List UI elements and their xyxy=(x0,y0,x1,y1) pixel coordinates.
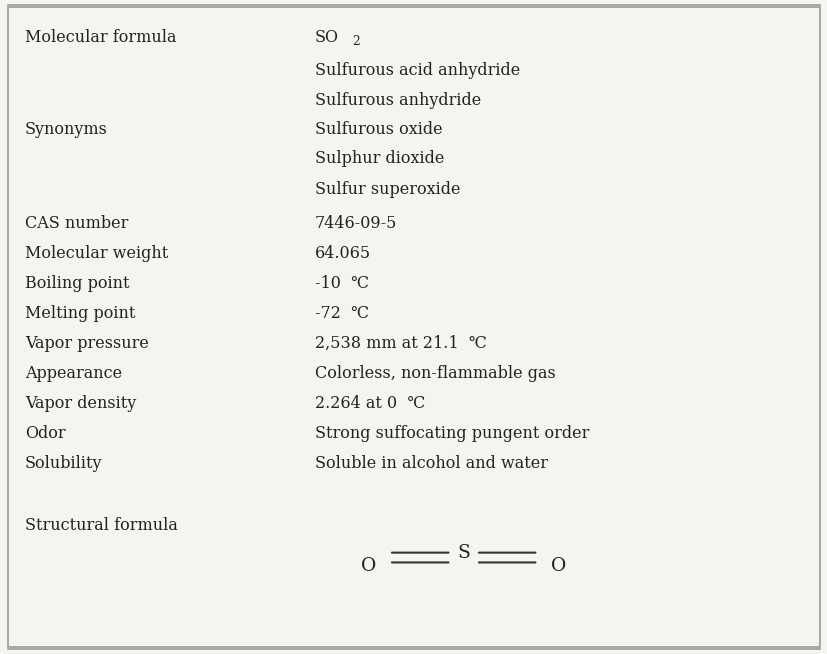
Text: SO: SO xyxy=(314,29,338,46)
Text: 2.264 at 0  ℃: 2.264 at 0 ℃ xyxy=(314,395,424,412)
Text: Soluble in alcohol and water: Soluble in alcohol and water xyxy=(314,455,547,472)
Text: CAS number: CAS number xyxy=(25,215,128,232)
Text: Appearance: Appearance xyxy=(25,365,122,382)
Text: Solubility: Solubility xyxy=(25,455,103,472)
Text: Colorless, non-flammable gas: Colorless, non-flammable gas xyxy=(314,365,555,382)
Text: S: S xyxy=(457,543,470,562)
Text: Boiling point: Boiling point xyxy=(25,275,129,292)
FancyBboxPatch shape xyxy=(8,7,819,647)
Text: Sulfurous acid anhydride: Sulfurous acid anhydride xyxy=(314,62,519,79)
Text: Sulfur superoxide: Sulfur superoxide xyxy=(314,181,460,198)
Text: Vapor density: Vapor density xyxy=(25,395,136,412)
Text: -10  ℃: -10 ℃ xyxy=(314,275,368,292)
Text: O: O xyxy=(551,557,566,575)
Text: Synonyms: Synonyms xyxy=(25,121,108,138)
Text: 2,538 mm at 21.1  ℃: 2,538 mm at 21.1 ℃ xyxy=(314,335,485,352)
Text: Vapor pressure: Vapor pressure xyxy=(25,335,149,352)
Text: Molecular weight: Molecular weight xyxy=(25,245,168,262)
Text: 2: 2 xyxy=(351,35,359,48)
Text: 7446-09-5: 7446-09-5 xyxy=(314,215,396,232)
Text: Molecular formula: Molecular formula xyxy=(25,29,176,46)
Text: -72  ℃: -72 ℃ xyxy=(314,305,368,322)
Text: Odor: Odor xyxy=(25,425,65,442)
Text: O: O xyxy=(361,557,375,575)
Text: Sulphur dioxide: Sulphur dioxide xyxy=(314,150,443,167)
Text: Structural formula: Structural formula xyxy=(25,517,178,534)
Text: 64.065: 64.065 xyxy=(314,245,370,262)
Text: Sulfurous oxide: Sulfurous oxide xyxy=(314,121,442,138)
Text: Sulfurous anhydride: Sulfurous anhydride xyxy=(314,92,480,109)
Text: Melting point: Melting point xyxy=(25,305,135,322)
Text: Strong suffocating pungent order: Strong suffocating pungent order xyxy=(314,425,588,442)
